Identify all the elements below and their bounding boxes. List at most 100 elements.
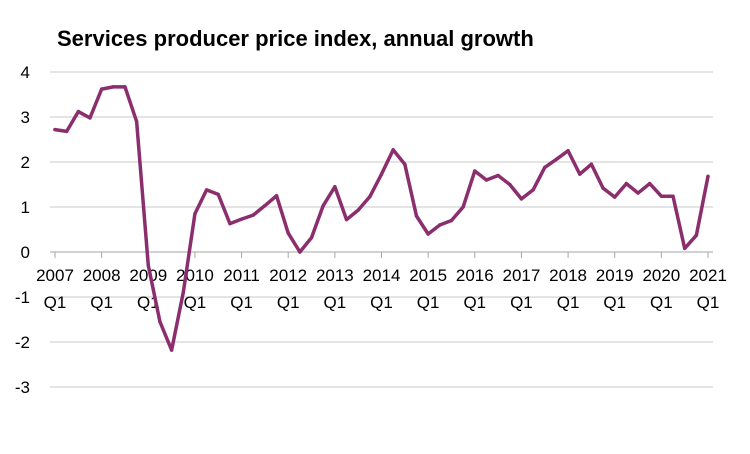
data-point (659, 194, 664, 198)
y-tick-label: -1 (15, 288, 30, 307)
data-point (694, 233, 699, 238)
data-point (64, 129, 69, 134)
data-point (123, 85, 127, 89)
gridlines (50, 71, 713, 388)
data-point (496, 173, 500, 178)
x-tick-label-year: 2008 (83, 266, 121, 285)
x-tick-label-year: 2017 (503, 266, 541, 285)
data-point (333, 185, 337, 189)
data-point (473, 169, 477, 173)
data-point (134, 119, 139, 124)
data-point (88, 116, 92, 120)
data-point (181, 290, 185, 295)
y-tick-label: 3 (21, 108, 30, 127)
data-point (111, 85, 116, 89)
data-point (566, 149, 570, 153)
x-axis: 2007 Q1 2008 Q1 2009 Q1 2010 Q1 2011 Q1 2012 Q1 2013… (36, 252, 727, 312)
data-point (53, 127, 57, 132)
y-tick-label: 4 (21, 63, 30, 82)
x-tick-label-year: 2011 (223, 266, 260, 285)
data-point (671, 194, 675, 198)
chart-title: Services producer price index, annual gr… (57, 26, 534, 51)
data-point (379, 172, 384, 176)
x-tick-label-quarter: Q1 (603, 293, 626, 312)
series-group (53, 85, 710, 352)
x-tick-label-year: 2014 (363, 266, 401, 285)
data-point (368, 194, 372, 199)
data-point (531, 188, 535, 192)
data-point (298, 250, 302, 254)
x-tick-label-year: 2012 (269, 266, 307, 285)
y-tick-label: 1 (21, 198, 30, 217)
y-tick-label: 0 (21, 243, 30, 262)
data-point (228, 221, 232, 226)
data-point (309, 235, 314, 240)
data-point (286, 231, 290, 235)
x-tick-label-year: 2016 (456, 266, 494, 285)
data-point (403, 162, 407, 166)
y-axis: 4 3 2 1 0 -1 -2 -3 (15, 63, 30, 397)
y-tick-label: -2 (15, 333, 30, 352)
data-point (449, 218, 454, 223)
data-point (624, 181, 629, 186)
x-tick-label-year: 2013 (316, 266, 354, 285)
data-point (216, 192, 220, 197)
x-tick-label-quarter: Q1 (370, 293, 393, 312)
x-tick-label-quarter: Q1 (277, 293, 300, 312)
data-point (589, 162, 594, 166)
data-point (76, 109, 81, 114)
x-tick-label-quarter: Q1 (650, 293, 673, 312)
x-tick-label-quarter: Q1 (697, 293, 720, 312)
data-point (193, 212, 197, 216)
x-tick-label-quarter: Q1 (557, 293, 580, 312)
data-point (601, 186, 605, 190)
data-point (158, 320, 162, 324)
data-point (438, 223, 442, 227)
x-tick-label-year: 2015 (409, 266, 447, 285)
data-point (146, 263, 150, 268)
x-tick-label-quarter: Q1 (324, 293, 347, 312)
data-point (251, 213, 255, 217)
x-tick-label-quarter: Q1 (510, 293, 533, 312)
data-point (274, 194, 279, 198)
x-tick-label-year: 2019 (596, 266, 634, 285)
x-tick-label-year: 2018 (549, 266, 587, 285)
data-point (426, 232, 430, 236)
data-point (204, 188, 209, 192)
data-point (706, 174, 710, 179)
x-tick-label-quarter: Q1 (90, 293, 113, 312)
data-point (508, 182, 512, 187)
data-point (414, 214, 419, 218)
x-tick-label-year: 2021 (689, 266, 727, 285)
data-point (391, 148, 395, 152)
data-point (554, 157, 559, 161)
x-tick-label-quarter: Q1 (184, 293, 207, 312)
y-tick-label: -3 (15, 378, 30, 397)
data-point (169, 348, 174, 352)
data-point (636, 191, 640, 195)
data-point (543, 165, 547, 170)
x-tick-label-year: 2010 (176, 266, 214, 285)
x-tick-label-quarter: Q1 (463, 293, 486, 312)
data-point (356, 208, 360, 212)
x-tick-label-quarter: Q1 (417, 293, 440, 312)
data-point (682, 246, 687, 251)
x-tick-label-year: 2009 (129, 266, 167, 285)
data-point (484, 178, 489, 182)
x-tick-label-year: 2007 (36, 266, 74, 285)
x-tick-label-quarter: Q1 (44, 293, 67, 312)
data-point (613, 195, 617, 199)
data-point (519, 197, 524, 201)
y-tick-label: 2 (21, 153, 30, 172)
data-point (461, 205, 465, 209)
x-tick-label-quarter: Q1 (230, 293, 253, 312)
data-point (239, 217, 244, 221)
x-tick-label-year: 2020 (642, 266, 680, 285)
data-point (647, 181, 652, 186)
data-point (263, 203, 267, 208)
data-point (344, 217, 349, 222)
data-point (578, 172, 582, 176)
data-point (99, 87, 104, 91)
